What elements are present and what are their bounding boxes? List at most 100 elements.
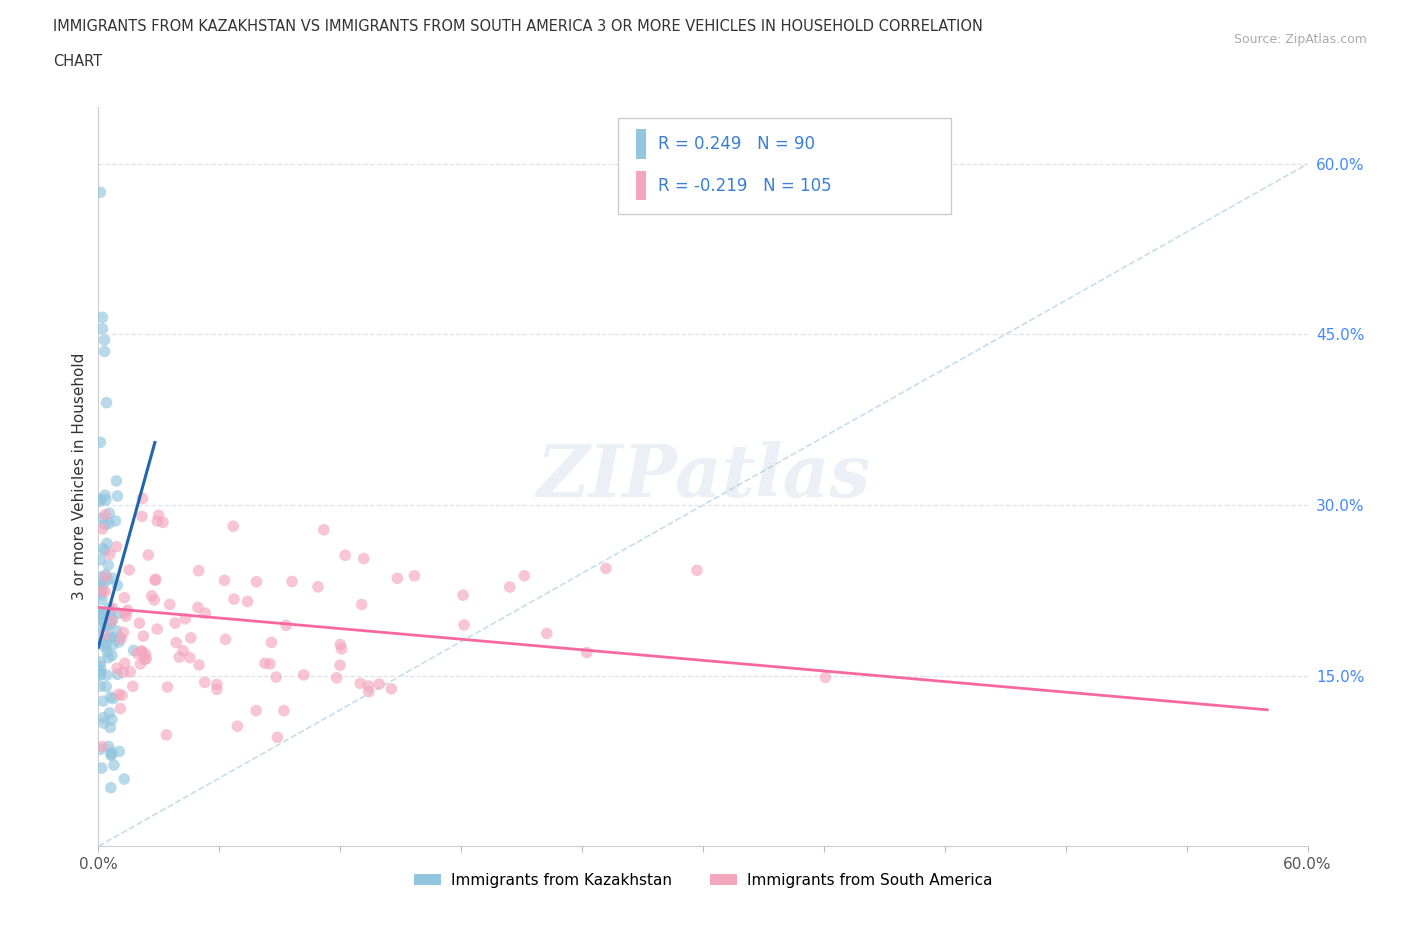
- Point: [404, 568, 426, 583]
- Point: [131, 644, 153, 659]
- Point: [129, 657, 152, 671]
- Point: [94, 618, 117, 633]
- Point: [131, 509, 153, 524]
- Point: [187, 600, 209, 615]
- Point: [94, 488, 117, 503]
- Point: [179, 650, 201, 665]
- Point: [143, 592, 166, 607]
- Point: [115, 609, 138, 624]
- Point: [93, 639, 115, 654]
- Point: [107, 687, 129, 702]
- Point: [89, 605, 111, 620]
- Point: [94, 508, 117, 523]
- Point: [387, 571, 409, 586]
- Point: [89, 185, 111, 200]
- Point: [91, 522, 114, 537]
- Point: [114, 606, 136, 621]
- Point: [108, 630, 131, 644]
- Point: [451, 588, 474, 603]
- Point: [108, 634, 131, 649]
- Point: [155, 727, 177, 742]
- Point: [214, 631, 236, 646]
- FancyBboxPatch shape: [619, 118, 950, 214]
- Point: [89, 606, 111, 621]
- Point: [536, 626, 558, 641]
- Point: [89, 667, 111, 682]
- Point: [274, 618, 297, 632]
- Point: [127, 646, 149, 661]
- Point: [350, 597, 373, 612]
- Point: [245, 575, 267, 590]
- Point: [146, 513, 169, 528]
- Point: [112, 772, 135, 787]
- Point: [105, 488, 128, 503]
- Point: [89, 658, 111, 673]
- Point: [112, 591, 135, 605]
- Point: [103, 758, 125, 773]
- Point: [96, 679, 118, 694]
- Point: [214, 573, 236, 588]
- Point: [120, 664, 142, 679]
- Point: [93, 333, 115, 348]
- Point: [100, 780, 122, 795]
- Point: [292, 668, 315, 683]
- Point: [117, 603, 139, 618]
- Point: [118, 563, 141, 578]
- Point: [89, 655, 111, 670]
- Point: [90, 511, 112, 525]
- Text: Source: ZipAtlas.com: Source: ZipAtlas.com: [1233, 33, 1367, 46]
- Point: [93, 344, 115, 359]
- Point: [112, 625, 135, 640]
- Point: [159, 597, 181, 612]
- Point: [101, 648, 124, 663]
- Point: [91, 739, 114, 754]
- Point: [89, 610, 111, 625]
- Point: [128, 616, 150, 631]
- Point: [98, 607, 121, 622]
- Point: [141, 589, 163, 604]
- Point: [101, 712, 124, 727]
- Point: [259, 657, 281, 671]
- Point: [686, 563, 709, 578]
- Point: [101, 614, 124, 629]
- Point: [89, 667, 111, 682]
- Point: [89, 607, 111, 622]
- Point: [107, 605, 129, 620]
- Point: [90, 663, 112, 678]
- Point: [93, 716, 115, 731]
- Point: [96, 618, 118, 633]
- Point: [349, 676, 371, 691]
- Point: [110, 701, 132, 716]
- Point: [97, 739, 120, 754]
- Point: [307, 579, 329, 594]
- Point: [89, 494, 111, 509]
- Point: [105, 539, 128, 554]
- Point: [90, 569, 112, 584]
- Point: [145, 572, 167, 587]
- Point: [96, 644, 118, 659]
- Point: [93, 711, 115, 725]
- Text: R = -0.219   N = 105: R = -0.219 N = 105: [658, 177, 832, 194]
- Point: [89, 582, 111, 597]
- Point: [101, 601, 124, 616]
- Point: [165, 616, 187, 631]
- Point: [273, 703, 295, 718]
- Point: [205, 677, 228, 692]
- Point: [97, 572, 120, 587]
- Point: [89, 552, 111, 567]
- Point: [108, 744, 131, 759]
- Point: [122, 643, 145, 658]
- Point: [105, 473, 128, 488]
- Point: [226, 719, 249, 734]
- Text: CHART: CHART: [53, 54, 103, 69]
- Point: [89, 607, 111, 622]
- Point: [91, 635, 114, 650]
- Point: [110, 631, 132, 646]
- Point: [329, 658, 352, 672]
- Point: [89, 742, 111, 757]
- Point: [94, 569, 117, 584]
- Point: [312, 523, 335, 538]
- Point: [357, 679, 380, 694]
- Point: [96, 536, 118, 551]
- Point: [236, 594, 259, 609]
